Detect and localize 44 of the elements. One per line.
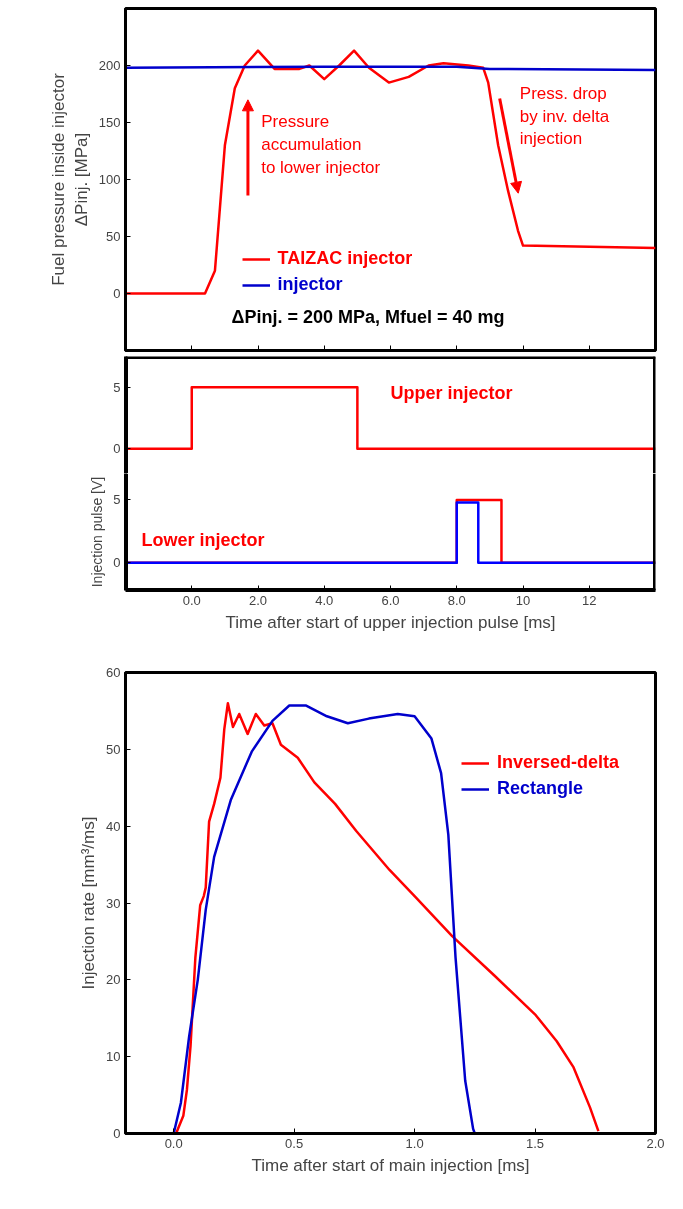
y-tick-label: 30 xyxy=(106,895,121,911)
y-tick-label: 60 xyxy=(106,665,121,680)
annotation: Press. drop by inv. delta injection xyxy=(519,83,610,149)
y-tick-label: 0 xyxy=(113,286,121,301)
annotation: Pressure accumulation to lower injector xyxy=(261,112,381,177)
x-tick-label: 6.0 xyxy=(381,592,400,608)
legend-label: Inversed-delta xyxy=(497,752,620,774)
annotation: Lower injector xyxy=(141,529,265,550)
y-tick-label: 0 xyxy=(113,441,121,457)
legend-label: TAIZAC injector xyxy=(277,248,413,270)
x-tick-label: 1.5 xyxy=(526,1135,545,1151)
y-tick-label: 200 xyxy=(98,58,121,73)
x-axis-title: Time after start of main injection [ms] xyxy=(251,1155,530,1175)
y-tick-label: 40 xyxy=(106,818,121,834)
y-tick-label: 50 xyxy=(106,741,121,757)
y-tick-label: 100 xyxy=(98,172,121,187)
y-tick-label: 0 xyxy=(113,555,121,571)
x-tick-label: 0.5 xyxy=(285,1135,304,1151)
y-axis-title: Injection rate [mm³/ms] xyxy=(79,816,99,990)
x-tick-label: 0.0 xyxy=(164,1135,183,1151)
x-tick-label: 2.0 xyxy=(248,592,268,608)
line-series xyxy=(172,704,477,1134)
x-tick-label: 1.0 xyxy=(405,1135,424,1151)
x-axis-title: Time after start of upper injection pulse [ms] xyxy=(225,612,556,632)
y-tick-label: 150 xyxy=(98,115,121,130)
y-tick-label: 20 xyxy=(106,972,121,988)
x-tick-label: 4.0 xyxy=(315,592,334,608)
y-tick-label: 5 xyxy=(113,492,121,508)
annotation: ΔPinj. = 200 MPa, Mfuel = 40 mg xyxy=(231,306,505,327)
legend-label: Rectangle xyxy=(497,778,584,800)
y-axis-title: Injection pulse [V] xyxy=(89,476,106,588)
y-tick-label: 50 xyxy=(106,229,121,244)
y-axis-title: Fuel pressure inside injector ΔPinj. [MPa] xyxy=(49,72,91,286)
annotation: Upper injector xyxy=(390,383,513,404)
x-tick-label: 2.0 xyxy=(646,1135,665,1151)
y-tick-label: 0 xyxy=(113,1126,121,1141)
y-tick-label: 10 xyxy=(106,1049,121,1065)
line-series xyxy=(125,49,656,295)
x-tick-label: 8.0 xyxy=(447,592,466,608)
x-tick-label: 0.0 xyxy=(182,592,201,608)
y-tick-label: 5 xyxy=(113,379,121,395)
legend-label: injector xyxy=(277,274,343,296)
x-tick-label: 12 xyxy=(582,592,597,608)
x-tick-label: 10 xyxy=(515,592,531,608)
